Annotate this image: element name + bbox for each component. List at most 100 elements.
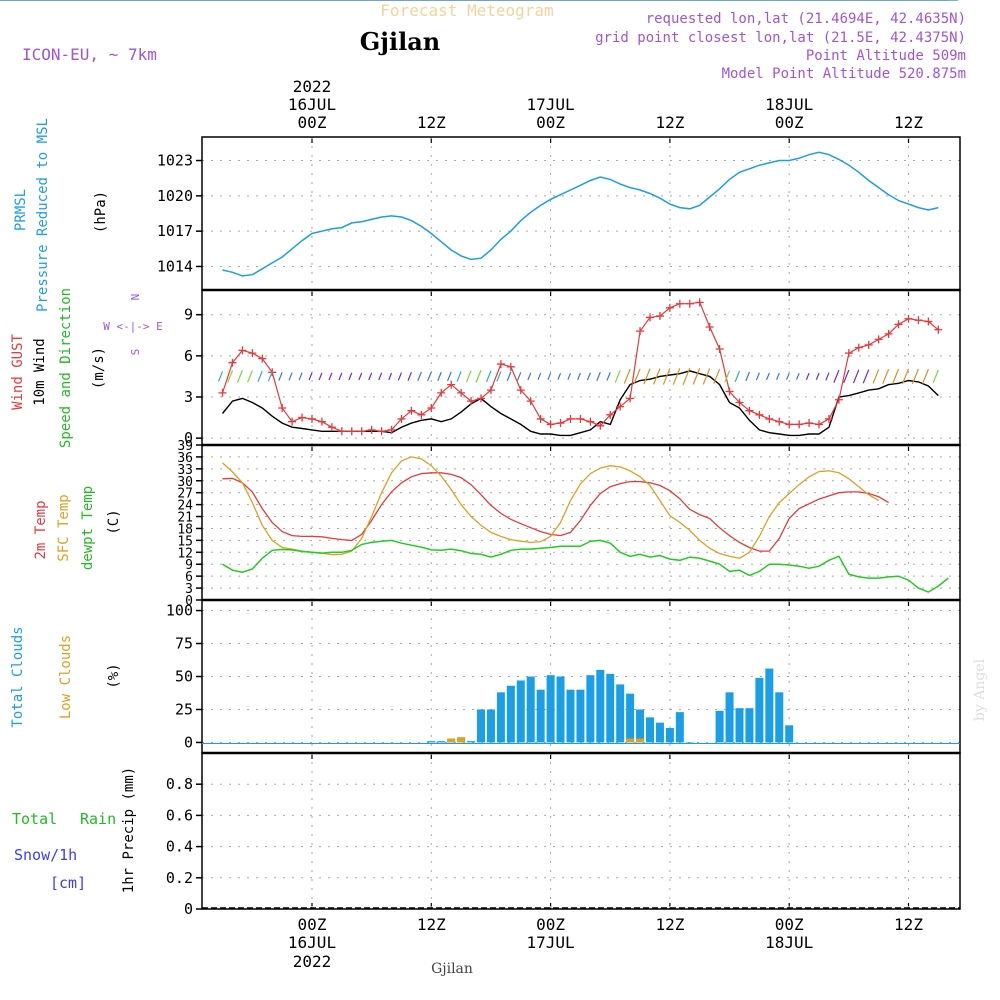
y-tick-label: 24 — [177, 499, 193, 514]
gust-point — [536, 414, 545, 423]
bottom-year-label: 2022 — [293, 952, 332, 971]
cloud-bar — [765, 668, 774, 743]
wind-arrow — [397, 372, 403, 381]
gust-point — [506, 362, 515, 371]
cloud-bar — [606, 673, 615, 743]
y-tick-label: 27 — [177, 487, 193, 502]
wind-arrow — [843, 369, 850, 384]
wind-arrow — [328, 372, 333, 381]
point-altitude: Point Altitude 509m — [806, 48, 966, 64]
wind-arrow — [796, 372, 800, 380]
dewpt-line — [222, 539, 949, 593]
y-tick-label: 1014 — [157, 257, 193, 275]
wind-arrow — [882, 368, 890, 384]
hpa-unit: (hPa) — [93, 191, 109, 233]
wind-arrow — [557, 372, 562, 380]
bottom-date-label: 17JUL — [527, 933, 575, 952]
cm-unit: [cm] — [50, 874, 86, 892]
wind-arrow — [766, 372, 770, 381]
dewpt-label: dewpt Temp — [80, 486, 96, 570]
gust-point — [586, 417, 595, 426]
wind-arrow — [348, 372, 353, 381]
gust-point — [626, 394, 635, 403]
wind-arrow — [606, 372, 611, 381]
panel-frame — [201, 752, 961, 910]
bottom-date-label: 18JUL — [765, 933, 813, 952]
wind-arrow — [567, 372, 572, 380]
gust-point — [248, 349, 257, 358]
cloud-bar — [715, 710, 724, 743]
y-tick-label: 1017 — [157, 222, 193, 240]
gust-point — [655, 312, 664, 321]
wind-arrow — [825, 372, 830, 381]
wind-arrow — [724, 370, 731, 383]
speed-dir-label: Speed and Direction — [58, 288, 74, 448]
cloud-bar — [745, 708, 754, 743]
wind-arrow — [308, 372, 313, 381]
wind-arrow — [247, 370, 253, 383]
gust-point — [357, 427, 366, 436]
wind-arrow — [776, 372, 780, 380]
wind-arrow — [922, 369, 929, 384]
gust-point — [874, 335, 883, 344]
top-hour-label: 00Z — [536, 113, 565, 132]
wind-arrow — [267, 371, 273, 382]
wind-arrow — [577, 372, 581, 381]
wind-arrow — [485, 370, 492, 383]
low-cloud-bar — [447, 738, 456, 743]
gust-point — [695, 298, 704, 307]
cloud-bar — [546, 675, 555, 743]
wind-arrow — [586, 372, 591, 381]
gust-point — [576, 414, 585, 423]
cloud-bar — [516, 680, 525, 743]
gust-point — [327, 423, 336, 432]
gust-point — [397, 414, 406, 423]
gust-point — [447, 380, 456, 389]
y-tick-label: 12 — [177, 546, 193, 561]
gust-point — [685, 299, 694, 308]
pressure-line — [222, 151, 939, 277]
wind-arrow — [318, 372, 323, 381]
panel-precip: 0 0.2 0.4 0.6 0.8 — [166, 752, 961, 918]
top-hour-label: 00Z — [775, 113, 804, 132]
y-tick-label: 18 — [177, 522, 193, 537]
gust-point — [894, 320, 903, 329]
wind-label: 10m Wind — [32, 338, 48, 405]
y-tick-label: 25 — [175, 700, 193, 718]
top-date-label: 18JUL — [765, 95, 813, 114]
gust-point — [606, 410, 615, 419]
gust-point — [864, 340, 873, 349]
wind-arrow — [388, 372, 393, 381]
low-cloud-bar — [636, 738, 645, 743]
y-tick-label: 9 — [184, 306, 193, 324]
y-tick-label: 33 — [177, 463, 193, 478]
wind-arrow — [465, 370, 472, 383]
cloud-bar — [536, 689, 545, 743]
wind-arrow — [437, 371, 442, 381]
gust-point — [924, 317, 933, 326]
wind-arrow — [368, 372, 373, 381]
gust-line — [221, 301, 939, 432]
y-tick-label: 1023 — [157, 152, 193, 170]
wind-arrow — [537, 372, 542, 380]
wind-arrow — [278, 371, 283, 381]
celsius-unit: (C) — [106, 509, 122, 534]
cloud-bar — [616, 684, 625, 743]
cloud-bar — [755, 677, 764, 743]
wind-arrow — [745, 371, 750, 382]
gust-point — [337, 427, 346, 436]
bottom-hour-label: 12Z — [655, 915, 684, 934]
wind-arrow — [417, 371, 422, 382]
snow-label: Snow/1h — [14, 846, 77, 864]
cloud-bar — [467, 741, 476, 743]
top-date-label: 17JUL — [527, 95, 575, 114]
wind-arrow — [633, 368, 641, 385]
gust-point — [496, 360, 505, 369]
top-hour-label: 12Z — [417, 113, 446, 132]
wind-arrow — [643, 368, 651, 385]
wind-arrow — [672, 368, 681, 385]
wind-arrow — [734, 370, 741, 383]
